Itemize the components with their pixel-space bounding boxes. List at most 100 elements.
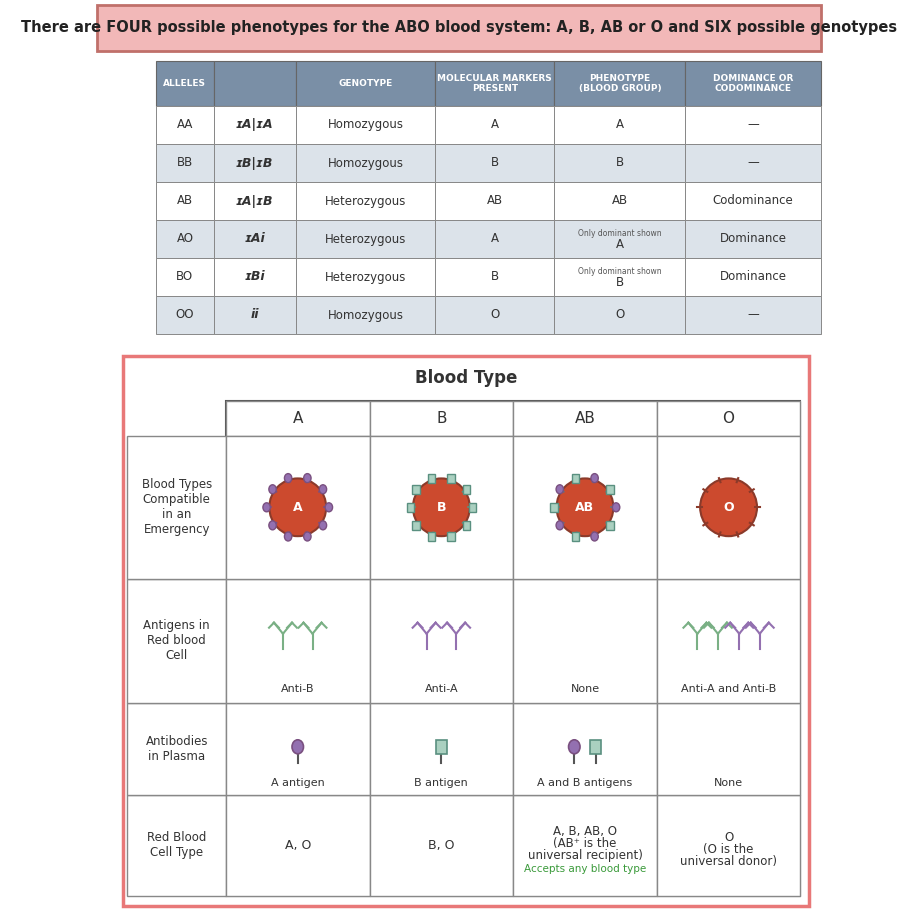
Bar	[407, 503, 414, 512]
Text: (O is the: (O is the	[703, 843, 754, 856]
Polygon shape	[436, 740, 447, 753]
FancyBboxPatch shape	[370, 436, 513, 578]
Bar	[428, 473, 435, 483]
FancyBboxPatch shape	[513, 578, 656, 703]
Text: Antigens in
Red blood
Cell: Antigens in Red blood Cell	[143, 619, 210, 662]
FancyBboxPatch shape	[123, 356, 809, 906]
Text: B: B	[437, 501, 446, 514]
FancyBboxPatch shape	[226, 436, 370, 578]
Bar	[572, 532, 579, 541]
Text: A: A	[293, 501, 303, 514]
FancyBboxPatch shape	[214, 220, 296, 258]
FancyBboxPatch shape	[686, 144, 821, 182]
Text: A antigen: A antigen	[271, 778, 325, 787]
Text: BO: BO	[176, 271, 194, 284]
FancyBboxPatch shape	[214, 296, 296, 334]
Circle shape	[591, 532, 599, 541]
Text: Heterozygous: Heterozygous	[325, 194, 406, 207]
FancyBboxPatch shape	[226, 401, 800, 896]
FancyBboxPatch shape	[686, 182, 821, 220]
FancyBboxPatch shape	[97, 5, 821, 51]
FancyBboxPatch shape	[656, 578, 800, 703]
Text: Heterozygous: Heterozygous	[325, 271, 406, 284]
Text: None: None	[714, 778, 744, 787]
Text: AA: AA	[177, 119, 193, 132]
Text: B: B	[490, 271, 498, 284]
Text: Accepts any blood type: Accepts any blood type	[524, 865, 646, 874]
Text: A: A	[616, 119, 624, 132]
FancyBboxPatch shape	[513, 401, 656, 436]
FancyBboxPatch shape	[686, 258, 821, 296]
Text: Homozygous: Homozygous	[328, 157, 403, 169]
FancyBboxPatch shape	[128, 703, 226, 795]
Text: B: B	[490, 157, 498, 169]
Text: Only dominant shown: Only dominant shown	[578, 228, 662, 238]
Text: Dominance: Dominance	[720, 232, 787, 246]
FancyBboxPatch shape	[435, 258, 554, 296]
Text: AB: AB	[177, 194, 193, 207]
Text: AB: AB	[576, 501, 595, 514]
Text: Only dominant shown: Only dominant shown	[578, 266, 662, 275]
Circle shape	[568, 740, 580, 753]
FancyBboxPatch shape	[686, 106, 821, 144]
FancyBboxPatch shape	[554, 258, 686, 296]
Text: AB: AB	[611, 194, 628, 207]
FancyBboxPatch shape	[513, 795, 656, 896]
FancyBboxPatch shape	[656, 401, 800, 436]
Text: O: O	[615, 309, 624, 321]
Text: —: —	[747, 309, 759, 321]
Text: OO: OO	[175, 309, 195, 321]
Text: Blood Type: Blood Type	[415, 369, 517, 387]
Circle shape	[292, 740, 304, 753]
FancyBboxPatch shape	[435, 61, 554, 106]
Text: AO: AO	[176, 232, 194, 246]
Text: There are FOUR possible phenotypes for the ABO blood system: A, B, AB or O and S: There are FOUR possible phenotypes for t…	[21, 20, 897, 36]
Text: O: O	[723, 501, 733, 514]
FancyBboxPatch shape	[226, 703, 370, 795]
Bar	[447, 532, 454, 541]
FancyBboxPatch shape	[214, 61, 296, 106]
FancyBboxPatch shape	[686, 61, 821, 106]
FancyBboxPatch shape	[296, 258, 435, 296]
Ellipse shape	[556, 478, 613, 536]
Ellipse shape	[413, 478, 470, 536]
Circle shape	[285, 532, 292, 541]
Text: PHENOTYPE
(BLOOD GROUP): PHENOTYPE (BLOOD GROUP)	[578, 74, 661, 93]
Circle shape	[263, 503, 270, 512]
Bar	[463, 521, 470, 530]
Text: O: O	[724, 831, 733, 844]
Bar	[463, 484, 470, 494]
Text: Dominance: Dominance	[720, 271, 787, 284]
FancyBboxPatch shape	[435, 296, 554, 334]
Circle shape	[556, 521, 564, 530]
Circle shape	[319, 484, 327, 494]
Text: ɪAi: ɪAi	[244, 232, 265, 246]
Circle shape	[269, 521, 276, 530]
Bar	[607, 484, 614, 494]
Text: ɪA|ɪB: ɪA|ɪB	[236, 194, 274, 207]
FancyBboxPatch shape	[296, 296, 435, 334]
FancyBboxPatch shape	[156, 144, 214, 182]
Text: B: B	[616, 157, 624, 169]
FancyBboxPatch shape	[554, 182, 686, 220]
FancyBboxPatch shape	[226, 401, 370, 436]
FancyBboxPatch shape	[296, 220, 435, 258]
FancyBboxPatch shape	[554, 61, 686, 106]
FancyBboxPatch shape	[156, 182, 214, 220]
Bar	[469, 503, 476, 512]
Text: A: A	[293, 411, 303, 426]
Text: universal recipient): universal recipient)	[528, 849, 643, 862]
Text: A, B, AB, O: A, B, AB, O	[553, 825, 617, 838]
FancyBboxPatch shape	[370, 795, 513, 896]
FancyBboxPatch shape	[370, 703, 513, 795]
Text: Anti-A: Anti-A	[424, 683, 458, 694]
Circle shape	[612, 503, 620, 512]
FancyBboxPatch shape	[296, 144, 435, 182]
Text: Homozygous: Homozygous	[328, 119, 403, 132]
Text: ii: ii	[251, 309, 259, 321]
Text: A: A	[616, 238, 624, 251]
FancyBboxPatch shape	[128, 436, 226, 578]
FancyBboxPatch shape	[554, 144, 686, 182]
FancyBboxPatch shape	[513, 436, 656, 578]
Bar	[447, 473, 454, 483]
